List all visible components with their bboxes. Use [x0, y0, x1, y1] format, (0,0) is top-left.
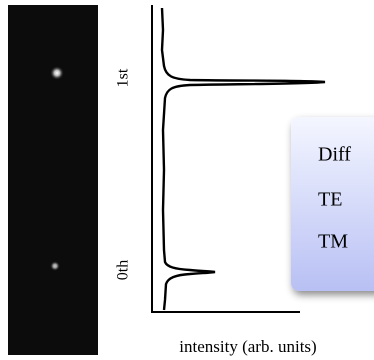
order-label: 1st	[115, 68, 132, 87]
box-line: TE	[318, 189, 342, 211]
camera-image	[8, 5, 98, 355]
order-label: 0th	[115, 260, 132, 280]
page: 1st 0th intensity (arb. units) Diff TE T…	[0, 0, 374, 360]
box-line: TM	[318, 231, 348, 253]
spot	[50, 66, 64, 80]
figure: 1st 0th intensity (arb. units) Diff TE T…	[0, 0, 374, 360]
spot	[50, 261, 60, 271]
box-line: Diff	[318, 144, 351, 166]
x-axis-label: intensity (arb. units)	[179, 337, 316, 356]
